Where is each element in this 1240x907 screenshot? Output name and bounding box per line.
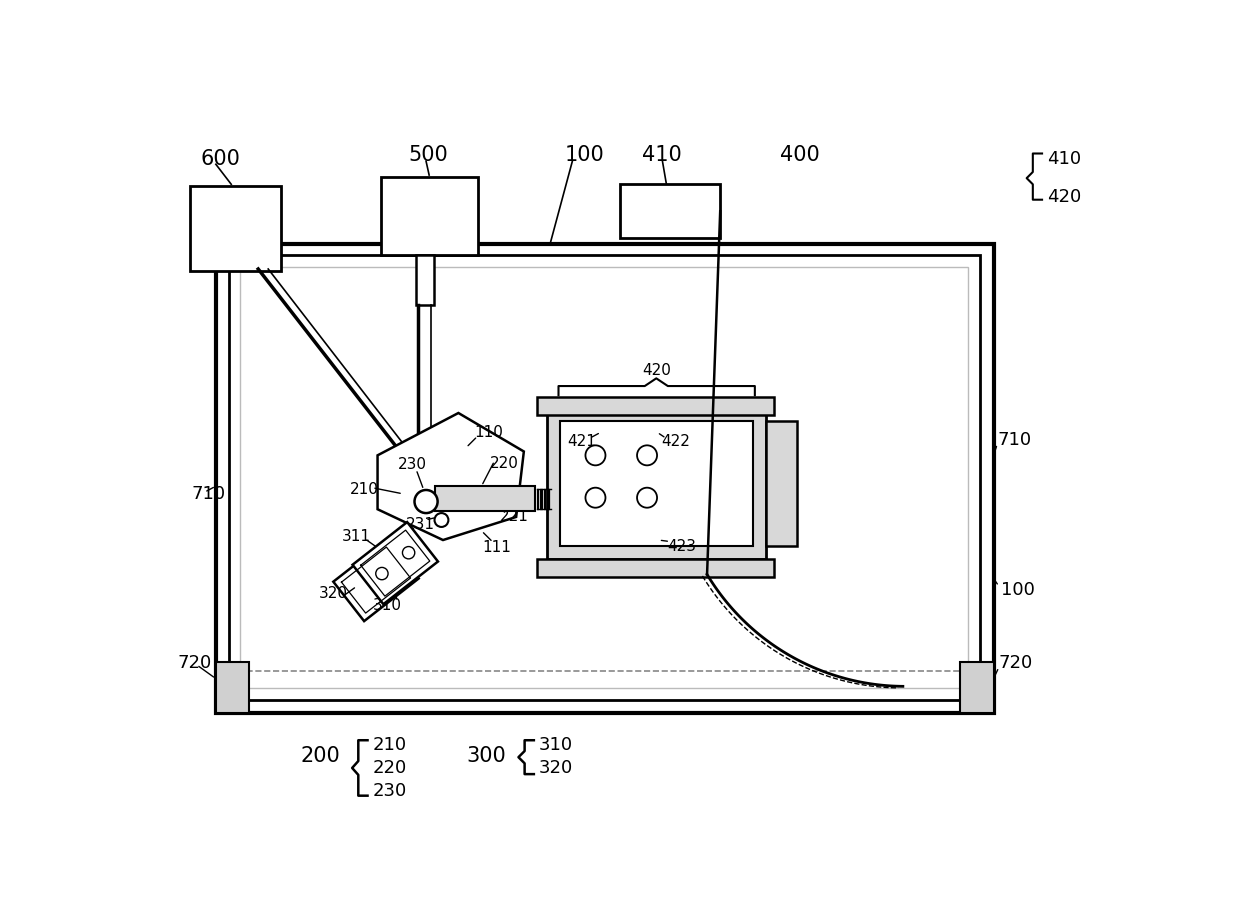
Text: 400: 400 [780, 145, 820, 165]
Text: 221: 221 [500, 510, 528, 524]
Text: 720: 720 [999, 654, 1033, 672]
Bar [537, 397, 774, 415]
Text: 420: 420 [642, 363, 672, 378]
Polygon shape [334, 539, 419, 621]
Circle shape [585, 488, 605, 508]
Circle shape [414, 490, 438, 513]
Text: 423: 423 [667, 539, 696, 553]
Text: 111: 111 [482, 541, 511, 555]
Text: 100: 100 [564, 145, 604, 165]
Circle shape [376, 568, 388, 580]
Text: 310: 310 [538, 736, 573, 754]
Text: 720: 720 [177, 654, 212, 672]
Circle shape [403, 547, 414, 559]
Bar [191, 186, 281, 270]
Bar [537, 560, 774, 577]
Text: 422: 422 [661, 434, 689, 449]
Text: 110: 110 [475, 424, 503, 440]
Text: 500: 500 [408, 145, 448, 165]
Circle shape [637, 445, 657, 465]
Text: 100: 100 [1001, 581, 1035, 600]
Text: 421: 421 [567, 434, 596, 449]
Bar [216, 662, 249, 713]
Bar [229, 255, 981, 700]
Text: 410: 410 [641, 145, 682, 165]
Bar [216, 244, 993, 713]
Bar [620, 184, 720, 239]
Text: 310: 310 [373, 598, 402, 613]
Circle shape [585, 445, 605, 465]
Text: 420: 420 [1048, 189, 1081, 207]
Text: 600: 600 [201, 149, 241, 169]
Text: 410: 410 [1048, 150, 1081, 168]
Bar [547, 409, 766, 560]
Text: 210: 210 [372, 736, 407, 754]
Text: 210: 210 [350, 483, 379, 498]
Bar [766, 422, 797, 546]
Bar [382, 177, 477, 255]
Text: 320: 320 [538, 759, 573, 777]
Text: 220: 220 [372, 759, 407, 777]
Bar [961, 662, 993, 713]
Bar [435, 486, 536, 511]
Text: 231: 231 [405, 517, 434, 532]
Circle shape [637, 488, 657, 508]
Text: 200: 200 [300, 746, 340, 766]
Circle shape [434, 513, 449, 527]
Bar [417, 255, 434, 305]
Text: 220: 220 [490, 455, 520, 471]
Polygon shape [377, 413, 523, 540]
Text: 230: 230 [398, 457, 427, 472]
Text: 300: 300 [466, 746, 506, 766]
Text: 710: 710 [191, 485, 226, 502]
Text: 710: 710 [997, 431, 1032, 449]
Text: 311: 311 [342, 529, 371, 543]
Bar [560, 422, 754, 546]
Polygon shape [352, 522, 438, 604]
Bar [241, 267, 968, 688]
Text: 320: 320 [319, 587, 348, 601]
Text: 230: 230 [372, 782, 407, 800]
